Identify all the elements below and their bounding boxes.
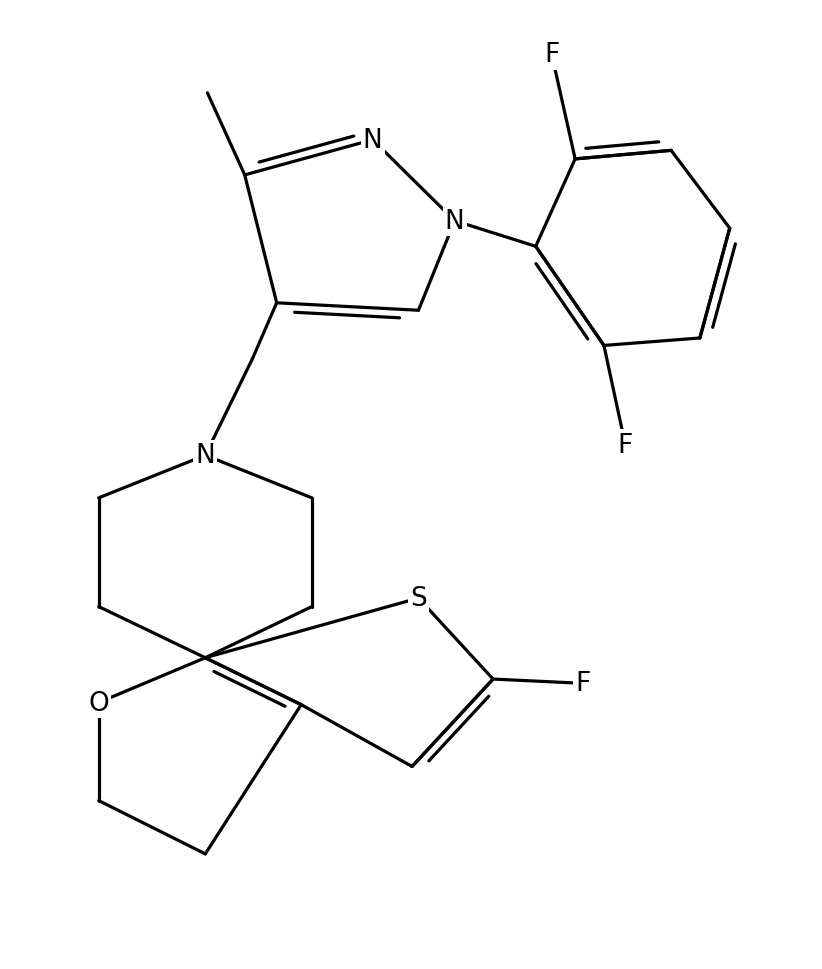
Text: O: O bbox=[88, 690, 109, 716]
Text: N: N bbox=[363, 128, 382, 153]
Text: F: F bbox=[544, 43, 559, 69]
Text: F: F bbox=[617, 432, 633, 458]
Text: N: N bbox=[196, 443, 215, 469]
Text: S: S bbox=[410, 585, 427, 611]
Text: F: F bbox=[575, 671, 590, 697]
Text: N: N bbox=[445, 208, 464, 234]
